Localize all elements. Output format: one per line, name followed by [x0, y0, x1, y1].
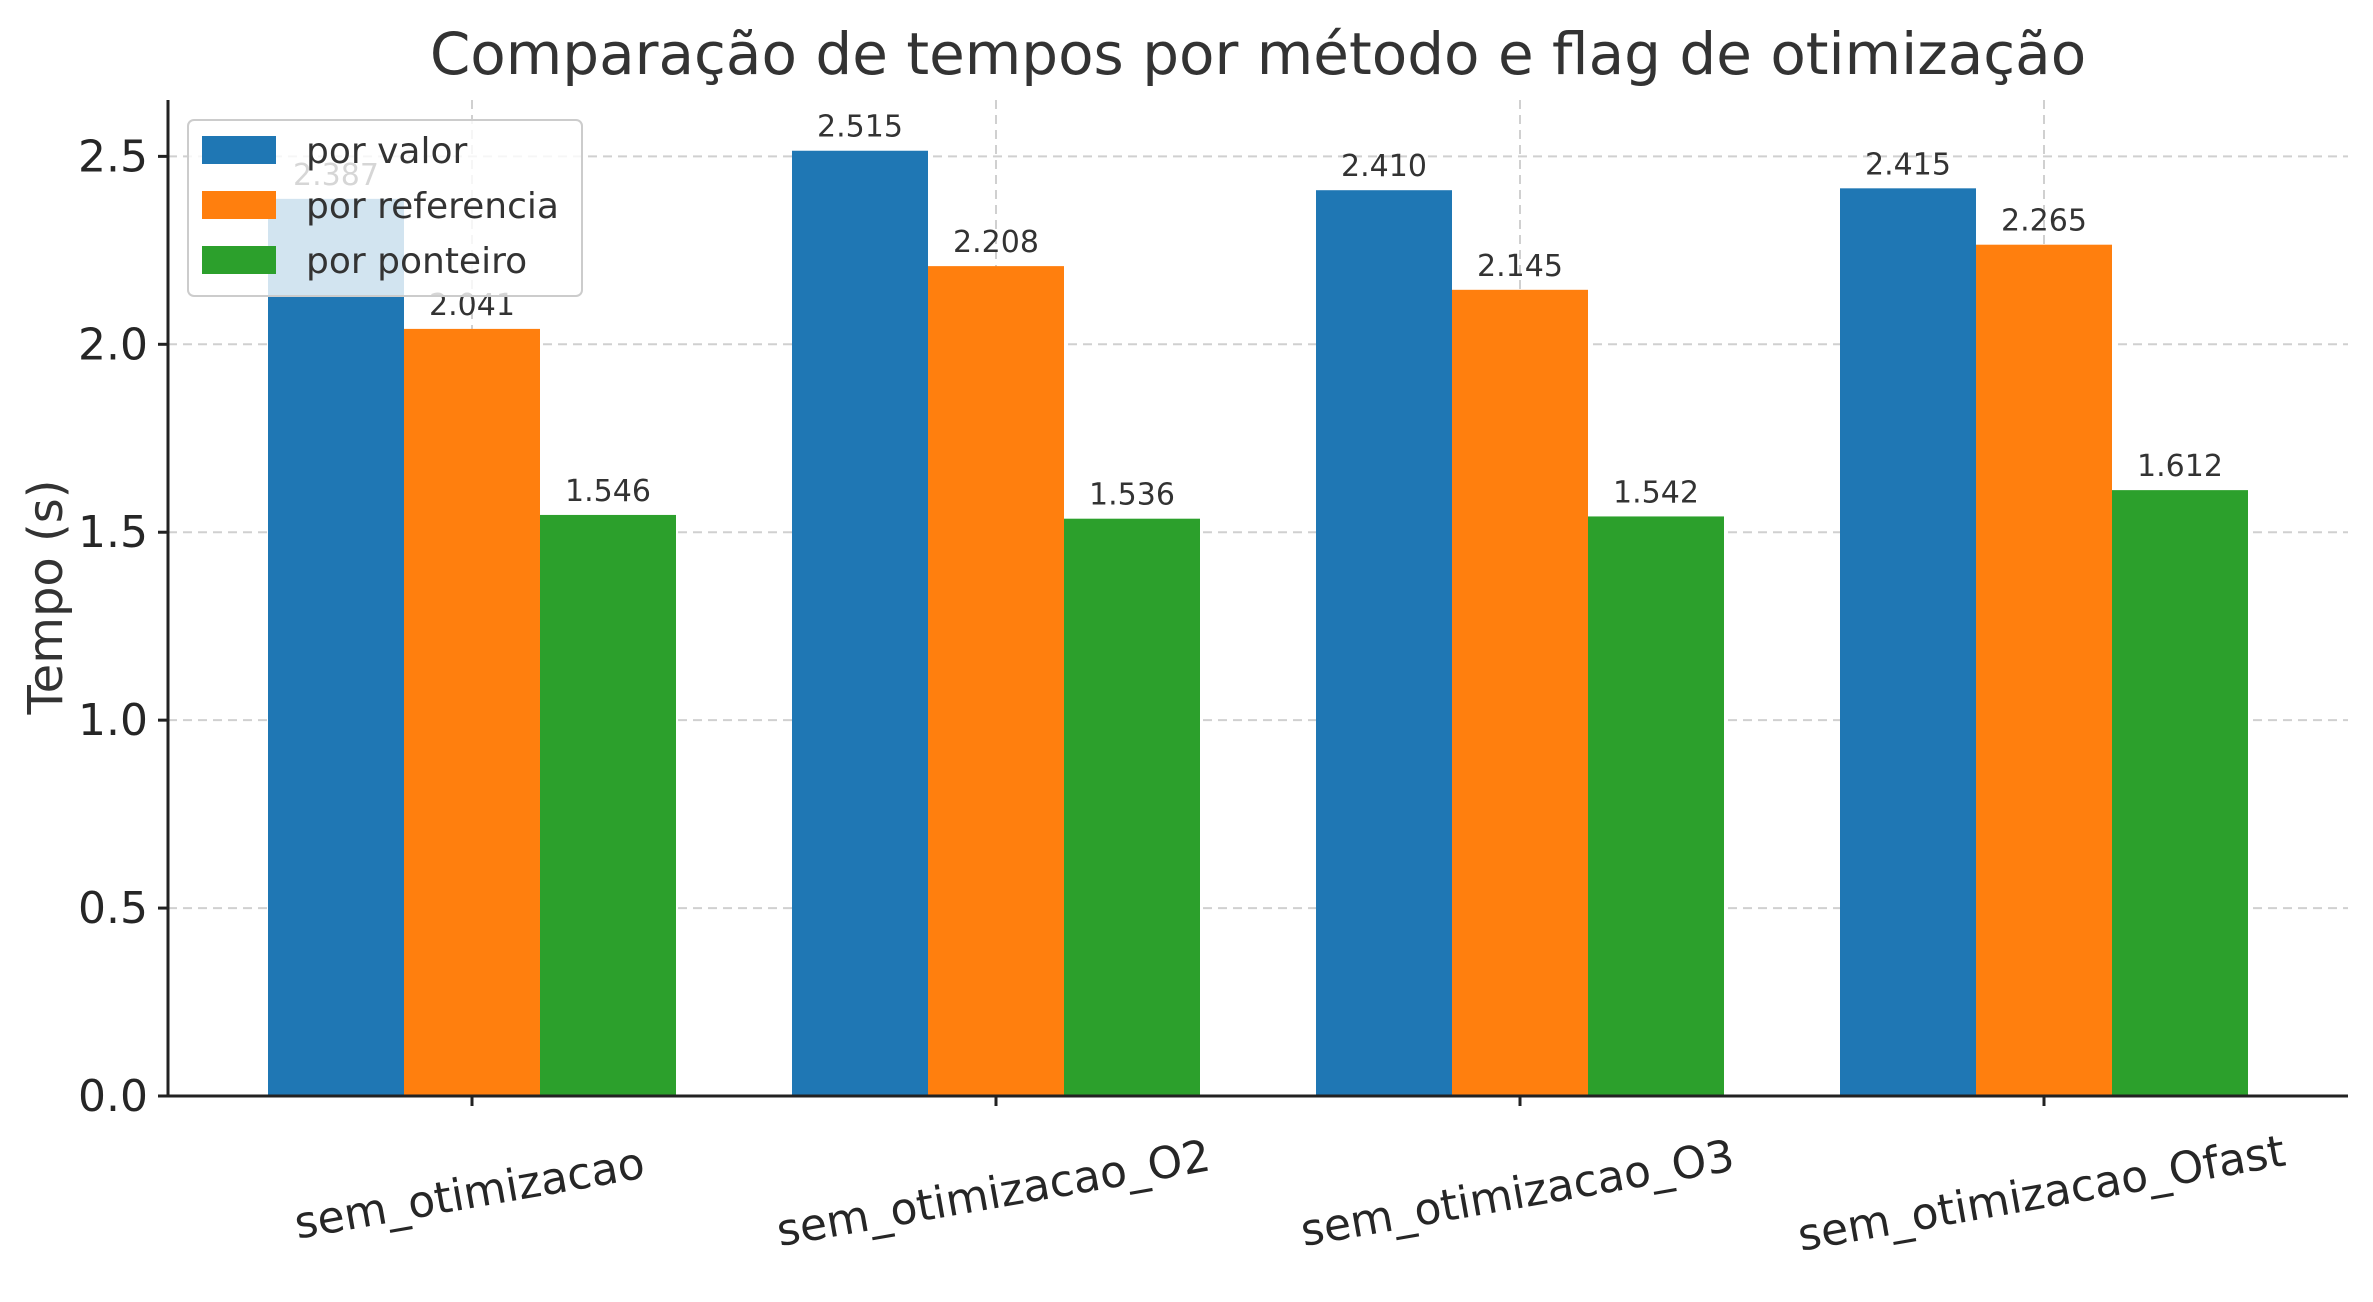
- bar-value-label: 1.546: [565, 474, 651, 509]
- legend-box: [187, 119, 583, 297]
- bar: [1064, 518, 1200, 1096]
- legend-label: por ponteiro: [306, 241, 527, 282]
- bar: [1840, 188, 1976, 1096]
- y-axis-title: Tempo (s): [18, 479, 74, 715]
- legend-label: por referencia: [306, 186, 559, 227]
- bar-value-label: 1.612: [2137, 449, 2223, 484]
- bar-value-label: 2.410: [1341, 149, 1427, 184]
- bar-value-label: 2.208: [953, 225, 1039, 260]
- bar: [1976, 244, 2112, 1096]
- chart-title: Comparação de tempos por método e flag d…: [430, 20, 2086, 88]
- legend-label: por valor: [306, 131, 468, 172]
- y-tick-label: 0.5: [78, 883, 148, 934]
- y-tick-label: 1.0: [78, 695, 148, 746]
- y-tick-label: 1.5: [78, 507, 148, 558]
- legend: por valor por referencia por ponteiro: [187, 119, 583, 297]
- bar-marks: [268, 150, 2248, 1097]
- bar: [268, 198, 404, 1097]
- legend-swatch: [202, 136, 276, 164]
- bar: [404, 328, 540, 1096]
- y-tick-label: 2.5: [78, 131, 148, 182]
- bar: [2112, 490, 2248, 1096]
- bar: [1316, 190, 1452, 1096]
- bar: [540, 514, 676, 1096]
- axes: [158, 100, 2348, 1106]
- legend-swatch: [202, 191, 276, 219]
- bar: [792, 150, 928, 1096]
- legend-swatch: [202, 246, 276, 274]
- bar-value-label: 2.145: [1477, 249, 1563, 284]
- bar-value-label: 2.515: [817, 110, 903, 145]
- bar-value-label: 1.536: [1089, 478, 1175, 513]
- y-tick-label: 2.0: [78, 319, 148, 370]
- bar: [1452, 289, 1588, 1096]
- y-tick-label: 0.0: [78, 1071, 148, 1122]
- bar-value-label: 2.265: [2001, 204, 2087, 239]
- bar: [1588, 516, 1724, 1096]
- bar-value-label: 2.415: [1865, 147, 1951, 182]
- bar: [928, 266, 1064, 1097]
- bar-value-label: 1.542: [1613, 475, 1699, 510]
